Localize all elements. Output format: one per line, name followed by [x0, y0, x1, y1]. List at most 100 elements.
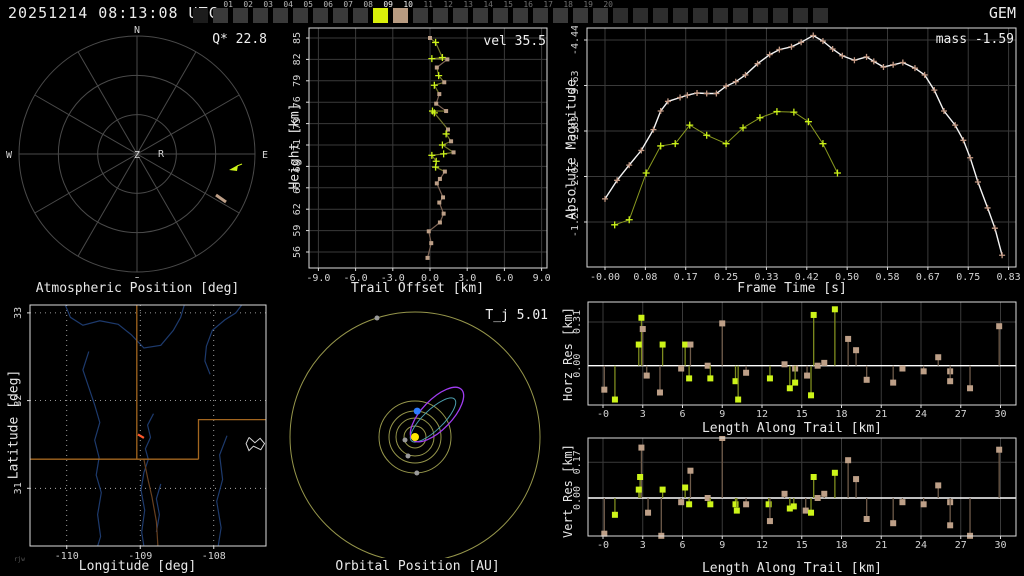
frame-cell-06[interactable]: 06	[313, 1, 333, 25]
frame-thumbnail-square[interactable]	[553, 8, 568, 23]
trail-point-tan	[442, 80, 447, 85]
frame-cell-01[interactable]: 01	[213, 1, 233, 25]
planet-dot	[374, 315, 380, 321]
frame-thumbnail-square[interactable]	[473, 8, 488, 23]
magnitude-plot: -0.00 0.08 0.17 0.25 0.33 0.42 0.50 0.58 0.67 0.7…	[570, 26, 1021, 283]
frame-cell-03[interactable]: 03	[253, 1, 273, 25]
x-tick-label: 0.67	[916, 272, 940, 283]
frame-cell-19[interactable]: 19	[573, 1, 593, 25]
frame-cell-17[interactable]: 17	[533, 1, 553, 25]
frame-cell-15[interactable]: 15	[493, 1, 513, 25]
frame-number-label: 01	[223, 0, 233, 9]
vert-xlabel: Length Along Trail [km]	[701, 561, 882, 576]
trail-point-tan	[449, 139, 454, 144]
frame-cell-11[interactable]: 11	[413, 1, 433, 25]
frame-cell-13[interactable]: 13	[453, 1, 473, 25]
x-tick-label: 9	[719, 540, 725, 551]
frame-cell-09[interactable]: 09	[373, 1, 393, 25]
y-tick-label: 62	[292, 203, 303, 215]
frame-thumbnail-square[interactable]	[413, 8, 428, 23]
frame-thumbnail-square[interactable]	[353, 8, 368, 23]
y-tick-label: 56	[292, 246, 303, 258]
frame-cell-20[interactable]: 20	[593, 1, 613, 25]
frame-thumbnail-square	[673, 8, 688, 23]
x-tick-label: 3.0	[458, 273, 476, 284]
frame-cell-18[interactable]: 18	[553, 1, 573, 25]
residual-point	[743, 369, 750, 376]
station-magnitude-point	[756, 114, 764, 122]
residual-point	[947, 522, 954, 529]
frame-thumbnail-square[interactable]	[233, 8, 248, 23]
compass-label: W	[6, 150, 13, 161]
total-magnitude-point	[650, 126, 657, 133]
frame-thumbnail-square	[613, 8, 628, 23]
residual-point	[635, 341, 642, 348]
frame-thumbnail-square	[653, 8, 668, 23]
total-magnitude-point	[863, 53, 870, 60]
x-tick-label: 0.42	[795, 272, 819, 283]
watermark: rjw	[14, 556, 25, 563]
total-magnitude-point	[870, 58, 877, 65]
frame-cell-04[interactable]: 04	[273, 1, 293, 25]
residual-point	[611, 511, 618, 518]
station-magnitude-point	[686, 121, 694, 129]
trail-point-yellow	[432, 38, 440, 46]
total-magnitude-point	[880, 64, 887, 71]
x-tick-label: 30	[994, 540, 1006, 551]
frame-thumbnail-square[interactable]	[333, 8, 348, 23]
frame-thumbnail-square[interactable]	[253, 8, 268, 23]
total-magnitude-point	[788, 43, 795, 50]
y-tick-label: 31	[13, 482, 24, 494]
station-magnitude-point	[722, 140, 730, 148]
total-magnitude-point	[798, 39, 805, 46]
frame-cell-08[interactable]: 08	[353, 1, 373, 25]
ground-map-plot: 33 32 31 -110 -109 -108	[13, 304, 267, 562]
frame-cell-blank	[733, 1, 753, 25]
axes-box	[587, 437, 1017, 537]
river-line	[140, 413, 155, 547]
frame-thumbnail-square[interactable]	[453, 8, 468, 23]
residual-point	[686, 375, 693, 382]
x-tick-label: 21	[875, 409, 887, 419]
frame-cell-10[interactable]: 10	[393, 1, 413, 25]
y-tick-label: 73	[292, 118, 303, 130]
atmospheric-position-panel: N E S W Z R Q* 22.8 Atmospheric Position [deg…	[0, 26, 275, 298]
y-tick-label: 0.31	[572, 310, 583, 334]
total-magnitude-point	[991, 225, 998, 232]
total-magnitude-point	[754, 60, 761, 67]
frame-thumbnail-square[interactable]	[393, 8, 408, 23]
residual-point	[601, 530, 608, 537]
frame-thumbnail-square[interactable]	[533, 8, 548, 23]
frame-thumbnail-square[interactable]	[573, 8, 588, 23]
frame-thumbnail-square[interactable]	[493, 8, 508, 23]
frame-cell-07[interactable]: 07	[333, 1, 353, 25]
frame-thumbnail-square[interactable]	[293, 8, 308, 23]
magnitude-ylabel: Absolute Magnitude	[564, 79, 580, 220]
river-line	[155, 483, 162, 533]
frame-number-label: 15	[503, 0, 513, 9]
frame-cell-05[interactable]: 05	[293, 1, 313, 25]
frame-cell-14[interactable]: 14	[473, 1, 493, 25]
frame-thumbnail-square[interactable]	[593, 8, 608, 23]
x-tick-label: 21	[875, 540, 887, 551]
trail-point-tan	[428, 36, 432, 40]
frame-cell-02[interactable]: 02	[233, 1, 253, 25]
frame-cell-12[interactable]: 12	[433, 1, 453, 25]
frame-thumbnail-square[interactable]	[213, 8, 228, 23]
frame-number-label: 17	[543, 0, 553, 9]
planet-dot	[405, 453, 411, 459]
total-magnitude-point	[899, 59, 906, 66]
frame-cell-16[interactable]: 16	[513, 1, 533, 25]
y-tick-label: -4.44	[570, 26, 581, 55]
total-magnitude-point	[911, 65, 918, 72]
frame-thumbnail-square[interactable]	[513, 8, 528, 23]
residual-point	[743, 501, 750, 508]
x-tick-label: 0.50	[835, 272, 859, 283]
residual-point	[996, 323, 1003, 330]
frame-thumbnail-square[interactable]	[273, 8, 288, 23]
frame-thumbnail-square[interactable]	[433, 8, 448, 23]
residual-point	[899, 365, 906, 372]
trail-point-tan	[425, 255, 430, 260]
frame-thumbnail-square[interactable]	[373, 8, 388, 23]
frame-thumbnail-square[interactable]	[313, 8, 328, 23]
